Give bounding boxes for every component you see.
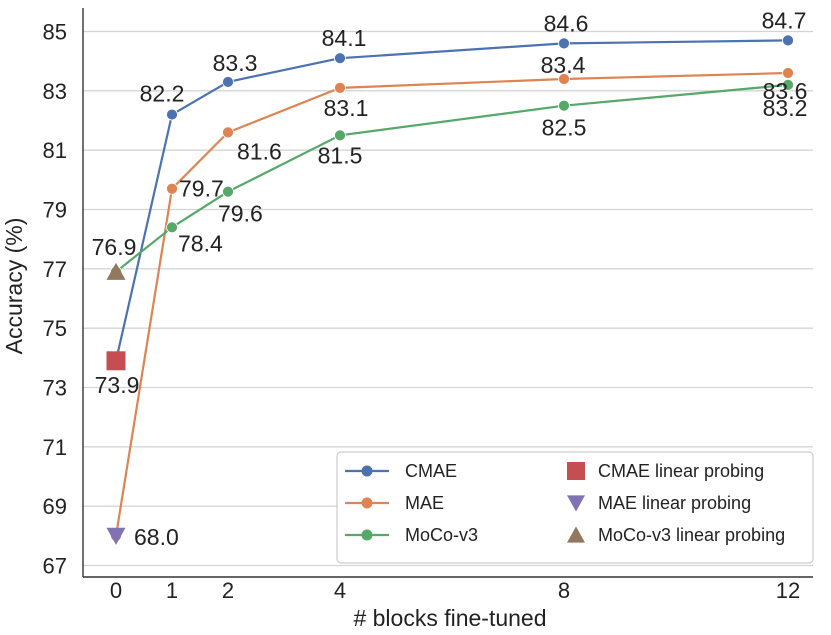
data-label-layer: 82.2 83.3 84.1 84.6 84.7 79.7 81.6 83.1 83.4 83.6… xyxy=(92,7,808,549)
data-point xyxy=(558,73,570,85)
legend-label: MAE linear probing xyxy=(598,493,751,513)
data-label: 81.6 xyxy=(237,138,282,164)
series-line-mae xyxy=(114,71,789,536)
legend-label: MoCo-v3 linear probing xyxy=(598,525,785,545)
data-point xyxy=(558,37,570,50)
data-point xyxy=(334,129,346,142)
data-point xyxy=(222,126,234,139)
y-tick-label: 83 xyxy=(43,79,67,104)
y-tick-label: 71 xyxy=(43,435,67,460)
x-tick-label: 1 xyxy=(166,578,178,603)
series-layer xyxy=(114,39,789,536)
data-label: 83.3 xyxy=(213,50,258,76)
x-tick-label: 4 xyxy=(334,578,346,603)
data-point xyxy=(166,221,178,234)
data-label: 83.4 xyxy=(541,52,586,78)
data-label: 84.6 xyxy=(544,10,589,36)
data-label: 73.9 xyxy=(95,372,140,398)
grid-layer xyxy=(83,30,813,567)
data-point xyxy=(334,52,346,65)
linear-probing-marker xyxy=(106,262,126,280)
series-line-moco-v3 xyxy=(115,83,789,273)
linear-probing-marker xyxy=(106,351,126,371)
data-label: 79.6 xyxy=(218,201,263,227)
y-tick-label: 69 xyxy=(43,494,67,519)
legend-marker xyxy=(361,465,373,477)
legend-marker xyxy=(361,497,373,509)
data-label: 76.9 xyxy=(92,234,137,260)
x-tick-label: 12 xyxy=(776,578,800,603)
x-tick-label: 8 xyxy=(558,578,570,603)
series-line-cmae xyxy=(114,39,789,362)
data-label: 82.5 xyxy=(542,115,587,141)
data-label: 81.5 xyxy=(318,142,363,168)
data-point xyxy=(334,81,346,94)
y-tick-label: 73 xyxy=(43,376,67,401)
data-label: 84.7 xyxy=(762,7,807,33)
legend-label: MoCo-v3 xyxy=(405,525,478,545)
data-label: 84.1 xyxy=(322,25,367,51)
data-point xyxy=(166,182,178,195)
legend-label: CMAE linear probing xyxy=(598,461,764,481)
y-tick-label: 85 xyxy=(43,20,67,45)
legend-label: MAE xyxy=(405,493,444,513)
legend-marker xyxy=(567,526,585,543)
data-point xyxy=(222,76,234,88)
data-point xyxy=(558,99,570,112)
y-tick-label: 81 xyxy=(43,138,67,163)
legend-marker xyxy=(567,462,585,480)
data-label: 78.4 xyxy=(178,230,223,256)
x-axis-title: # blocks fine-tuned xyxy=(353,605,546,631)
legend-label: CMAE xyxy=(405,461,457,481)
data-point xyxy=(166,108,178,121)
legend-marker xyxy=(361,529,373,541)
linear-probing-marker xyxy=(106,527,126,545)
legend-items: CMAE MAE MoCo-v3 CMAE linear probing MAE lin… xyxy=(345,461,785,545)
data-label: 83.1 xyxy=(324,95,369,121)
data-label: 83.2 xyxy=(763,95,808,121)
data-point xyxy=(222,185,234,198)
data-label: 68.0 xyxy=(134,524,179,550)
data-point xyxy=(782,34,794,47)
data-label: 82.2 xyxy=(140,81,185,107)
y-tick-label: 79 xyxy=(43,198,67,223)
y-tick-label: 77 xyxy=(43,257,67,282)
data-point xyxy=(782,79,794,91)
legend-marker xyxy=(567,495,585,512)
x-tick-label: 2 xyxy=(222,578,234,603)
marker-layer xyxy=(106,34,794,545)
legend: CMAE MAE MoCo-v3 CMAE linear probing MAE lin… xyxy=(336,451,814,564)
data-label: 79.7 xyxy=(179,176,224,202)
x-tick-label: 0 xyxy=(110,578,122,603)
y-axis-title: Accuracy (%) xyxy=(1,218,27,355)
y-tick-label: 75 xyxy=(43,316,67,341)
data-point xyxy=(782,67,794,79)
data-label: 83.6 xyxy=(763,78,808,104)
y-tick-label: 67 xyxy=(43,554,67,579)
